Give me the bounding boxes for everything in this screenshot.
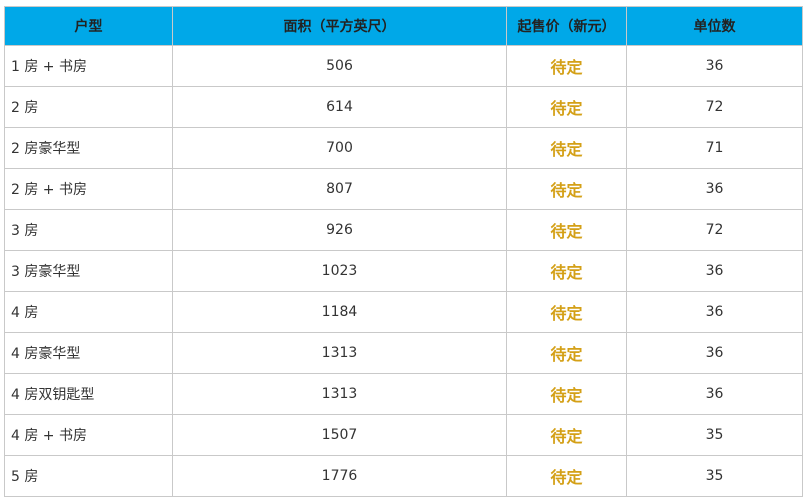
cell-unit-type: 3 房 xyxy=(4,209,173,251)
table-body: 1 房 + 书房 506 待定 36 2 房 614 待定 72 2 房豪华型 … xyxy=(4,45,803,497)
cell-area: 1184 xyxy=(172,291,507,333)
cell-unit-type: 2 房 + 书房 xyxy=(4,168,173,210)
cell-unit-type: 5 房 xyxy=(4,455,173,497)
table-row: 5 房 1776 待定 35 xyxy=(4,455,803,497)
table-row: 3 房 926 待定 72 xyxy=(4,209,803,251)
cell-area: 1313 xyxy=(172,332,507,374)
cell-area: 1507 xyxy=(172,414,507,456)
cell-units: 35 xyxy=(626,414,803,456)
table-row: 2 房 614 待定 72 xyxy=(4,86,803,128)
cell-unit-type: 2 房豪华型 xyxy=(4,127,173,169)
cell-area: 614 xyxy=(172,86,507,128)
table-header: 户型 面积（平方英尺） 起售价（新元） 单位数 xyxy=(4,6,803,46)
cell-price: 待定 xyxy=(506,209,627,251)
cell-price: 待定 xyxy=(506,291,627,333)
cell-area: 926 xyxy=(172,209,507,251)
cell-unit-type: 4 房双钥匙型 xyxy=(4,373,173,415)
header-unit-count: 单位数 xyxy=(626,6,803,46)
cell-units: 36 xyxy=(626,168,803,210)
header-unit-type: 户型 xyxy=(4,6,173,46)
cell-units: 36 xyxy=(626,291,803,333)
cell-price: 待定 xyxy=(506,45,627,87)
table-row: 2 房豪华型 700 待定 71 xyxy=(4,127,803,169)
table-row: 4 房双钥匙型 1313 待定 36 xyxy=(4,373,803,415)
cell-area: 1776 xyxy=(172,455,507,497)
header-row: 户型 面积（平方英尺） 起售价（新元） 单位数 xyxy=(4,6,803,46)
cell-unit-type: 4 房豪华型 xyxy=(4,332,173,374)
cell-unit-type: 2 房 xyxy=(4,86,173,128)
cell-units: 71 xyxy=(626,127,803,169)
cell-units: 36 xyxy=(626,373,803,415)
cell-unit-type: 1 房 + 书房 xyxy=(4,45,173,87)
header-area: 面积（平方英尺） xyxy=(172,6,507,46)
cell-area: 1313 xyxy=(172,373,507,415)
cell-units: 72 xyxy=(626,86,803,128)
cell-price: 待定 xyxy=(506,86,627,128)
cell-price: 待定 xyxy=(506,414,627,456)
unit-table-container: 户型 面积（平方英尺） 起售价（新元） 单位数 1 房 + 书房 506 待定 … xyxy=(4,6,803,497)
cell-price: 待定 xyxy=(506,168,627,210)
cell-price: 待定 xyxy=(506,373,627,415)
cell-unit-type: 3 房豪华型 xyxy=(4,250,173,292)
table-row: 3 房豪华型 1023 待定 36 xyxy=(4,250,803,292)
cell-price: 待定 xyxy=(506,250,627,292)
cell-price: 待定 xyxy=(506,127,627,169)
header-starting-price: 起售价（新元） xyxy=(506,6,627,46)
cell-unit-type: 4 房 xyxy=(4,291,173,333)
table-row: 4 房豪华型 1313 待定 36 xyxy=(4,332,803,374)
cell-unit-type: 4 房 + 书房 xyxy=(4,414,173,456)
table-row: 2 房 + 书房 807 待定 36 xyxy=(4,168,803,210)
cell-units: 72 xyxy=(626,209,803,251)
cell-units: 36 xyxy=(626,332,803,374)
cell-area: 506 xyxy=(172,45,507,87)
table-row: 4 房 + 书房 1507 待定 35 xyxy=(4,414,803,456)
cell-units: 35 xyxy=(626,455,803,497)
cell-area: 807 xyxy=(172,168,507,210)
table-row: 4 房 1184 待定 36 xyxy=(4,291,803,333)
cell-price: 待定 xyxy=(506,332,627,374)
unit-table: 户型 面积（平方英尺） 起售价（新元） 单位数 1 房 + 书房 506 待定 … xyxy=(4,6,803,497)
cell-area: 700 xyxy=(172,127,507,169)
cell-units: 36 xyxy=(626,45,803,87)
cell-price: 待定 xyxy=(506,455,627,497)
table-row: 1 房 + 书房 506 待定 36 xyxy=(4,45,803,87)
cell-units: 36 xyxy=(626,250,803,292)
cell-area: 1023 xyxy=(172,250,507,292)
